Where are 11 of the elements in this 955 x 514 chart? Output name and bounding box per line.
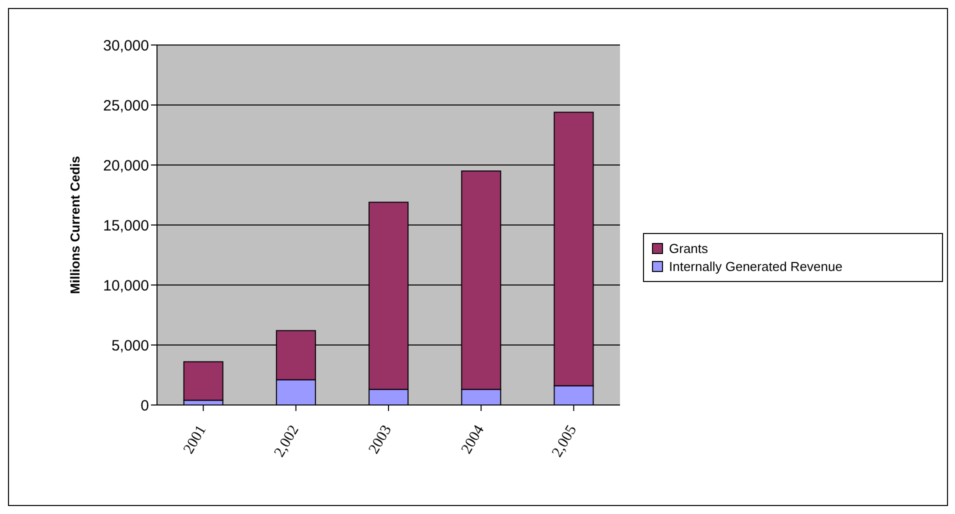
legend-label: Grants	[669, 240, 708, 256]
bar	[183, 361, 224, 401]
y-tick-label: 15,000	[103, 217, 149, 234]
y-tick-label: 25,000	[103, 97, 149, 114]
y-tick-label: 5,000	[111, 337, 149, 354]
y-tick-label: 20,000	[103, 157, 149, 174]
y-tick-label: 30,000	[103, 37, 149, 54]
legend-label: Internally Generated Revenue	[669, 258, 842, 274]
y-tick-label: 0	[140, 397, 149, 414]
y-axis-title: Millions Current Cedis	[68, 156, 83, 294]
y-tick-label: 10,000	[103, 277, 149, 294]
